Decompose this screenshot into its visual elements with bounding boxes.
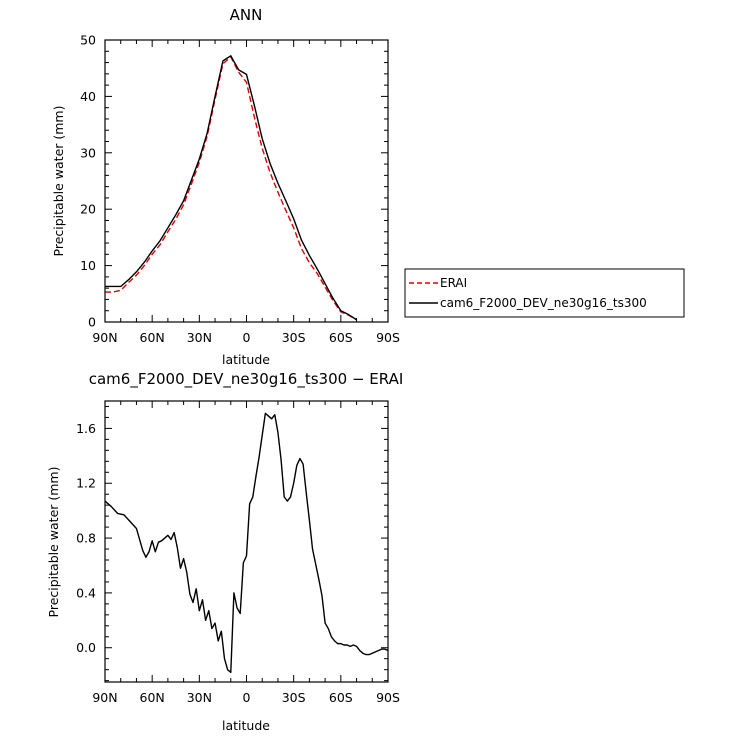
- bottom-x-tick-label: 60S: [329, 690, 353, 705]
- bottom-y-tick-label: 1.6: [76, 421, 96, 436]
- top-y-tick-labels: 0 10 20 30 40 50: [80, 33, 96, 330]
- bottom-y-tick-label: 0.0: [76, 640, 96, 655]
- legend-label-erai: ERAI: [440, 276, 467, 290]
- top-y-axis-label: Precipitable water (mm): [51, 106, 66, 257]
- bottom-ticks: [104, 401, 389, 682]
- bottom-x-tick-label: 30S: [282, 690, 306, 705]
- top-x-tick-label: 0: [243, 330, 251, 345]
- top-title: ANN: [230, 6, 263, 24]
- top-y-tick-label: 50: [80, 33, 96, 48]
- top-series-line-0: [105, 56, 357, 321]
- bottom-plot-frame: [104, 400, 389, 683]
- legend-box: [404, 268, 685, 318]
- bottom-title: cam6_F2000_DEV_ne30g16_ts300 − ERAI: [89, 370, 404, 389]
- bottom-x-tick-label: 0: [243, 690, 251, 705]
- bottom-panel: cam6_F2000_DEV_ne30g16_ts300 − ERAI 90N 6…: [46, 370, 403, 733]
- bottom-x-tick-label: 60N: [140, 690, 165, 705]
- bottom-series-line-0: [104, 412, 389, 674]
- top-y-tick-label: 30: [80, 145, 96, 160]
- top-x-tick-label: 30N: [187, 330, 212, 345]
- top-x-axis-label: latitude: [222, 352, 270, 367]
- top-lines: [105, 55, 357, 321]
- top-y-tick-label: 20: [80, 202, 96, 217]
- legend-label-cam6: cam6_F2000_DEV_ne30g16_ts300: [440, 296, 647, 310]
- top-plot-frame: [104, 39, 389, 323]
- bottom-x-tick-label: 30N: [187, 690, 212, 705]
- bottom-y-tick-labels: 0.0 0.4 0.8 1.2 1.6: [76, 421, 96, 655]
- bottom-y-tick-label: 0.4: [76, 585, 96, 600]
- top-x-tick-label: 90N: [92, 330, 117, 345]
- bottom-y-tick-label: 0.8: [76, 531, 96, 546]
- bottom-x-tick-label: 90S: [376, 690, 400, 705]
- top-panel: ANN 90N 60N 30N 0 30S 60S 90S 0 10 20 30 40 50 lati…: [51, 6, 400, 367]
- top-x-tick-labels: 90N 60N 30N 0 30S 60S 90S: [92, 330, 400, 345]
- bottom-y-tick-label: 1.2: [76, 476, 96, 491]
- bottom-x-tick-label: 90N: [92, 690, 117, 705]
- top-series-line-1: [105, 55, 357, 321]
- top-x-tick-label: 60S: [329, 330, 353, 345]
- top-x-tick-label: 30S: [282, 330, 306, 345]
- top-x-tick-label: 90S: [376, 330, 400, 345]
- bottom-lines: [104, 412, 389, 674]
- top-y-tick-label: 10: [80, 258, 96, 273]
- top-y-tick-label: 0: [88, 315, 96, 330]
- top-x-tick-label: 60N: [140, 330, 165, 345]
- bottom-x-tick-labels: 90N 60N 30N 0 30S 60S 90S: [92, 690, 400, 705]
- legend: ERAI cam6_F2000_DEV_ne30g16_ts300: [404, 268, 685, 318]
- bottom-y-axis-label: Precipitable water (mm): [46, 467, 61, 618]
- top-y-tick-label: 40: [80, 89, 96, 104]
- bottom-x-axis-label: latitude: [222, 718, 270, 733]
